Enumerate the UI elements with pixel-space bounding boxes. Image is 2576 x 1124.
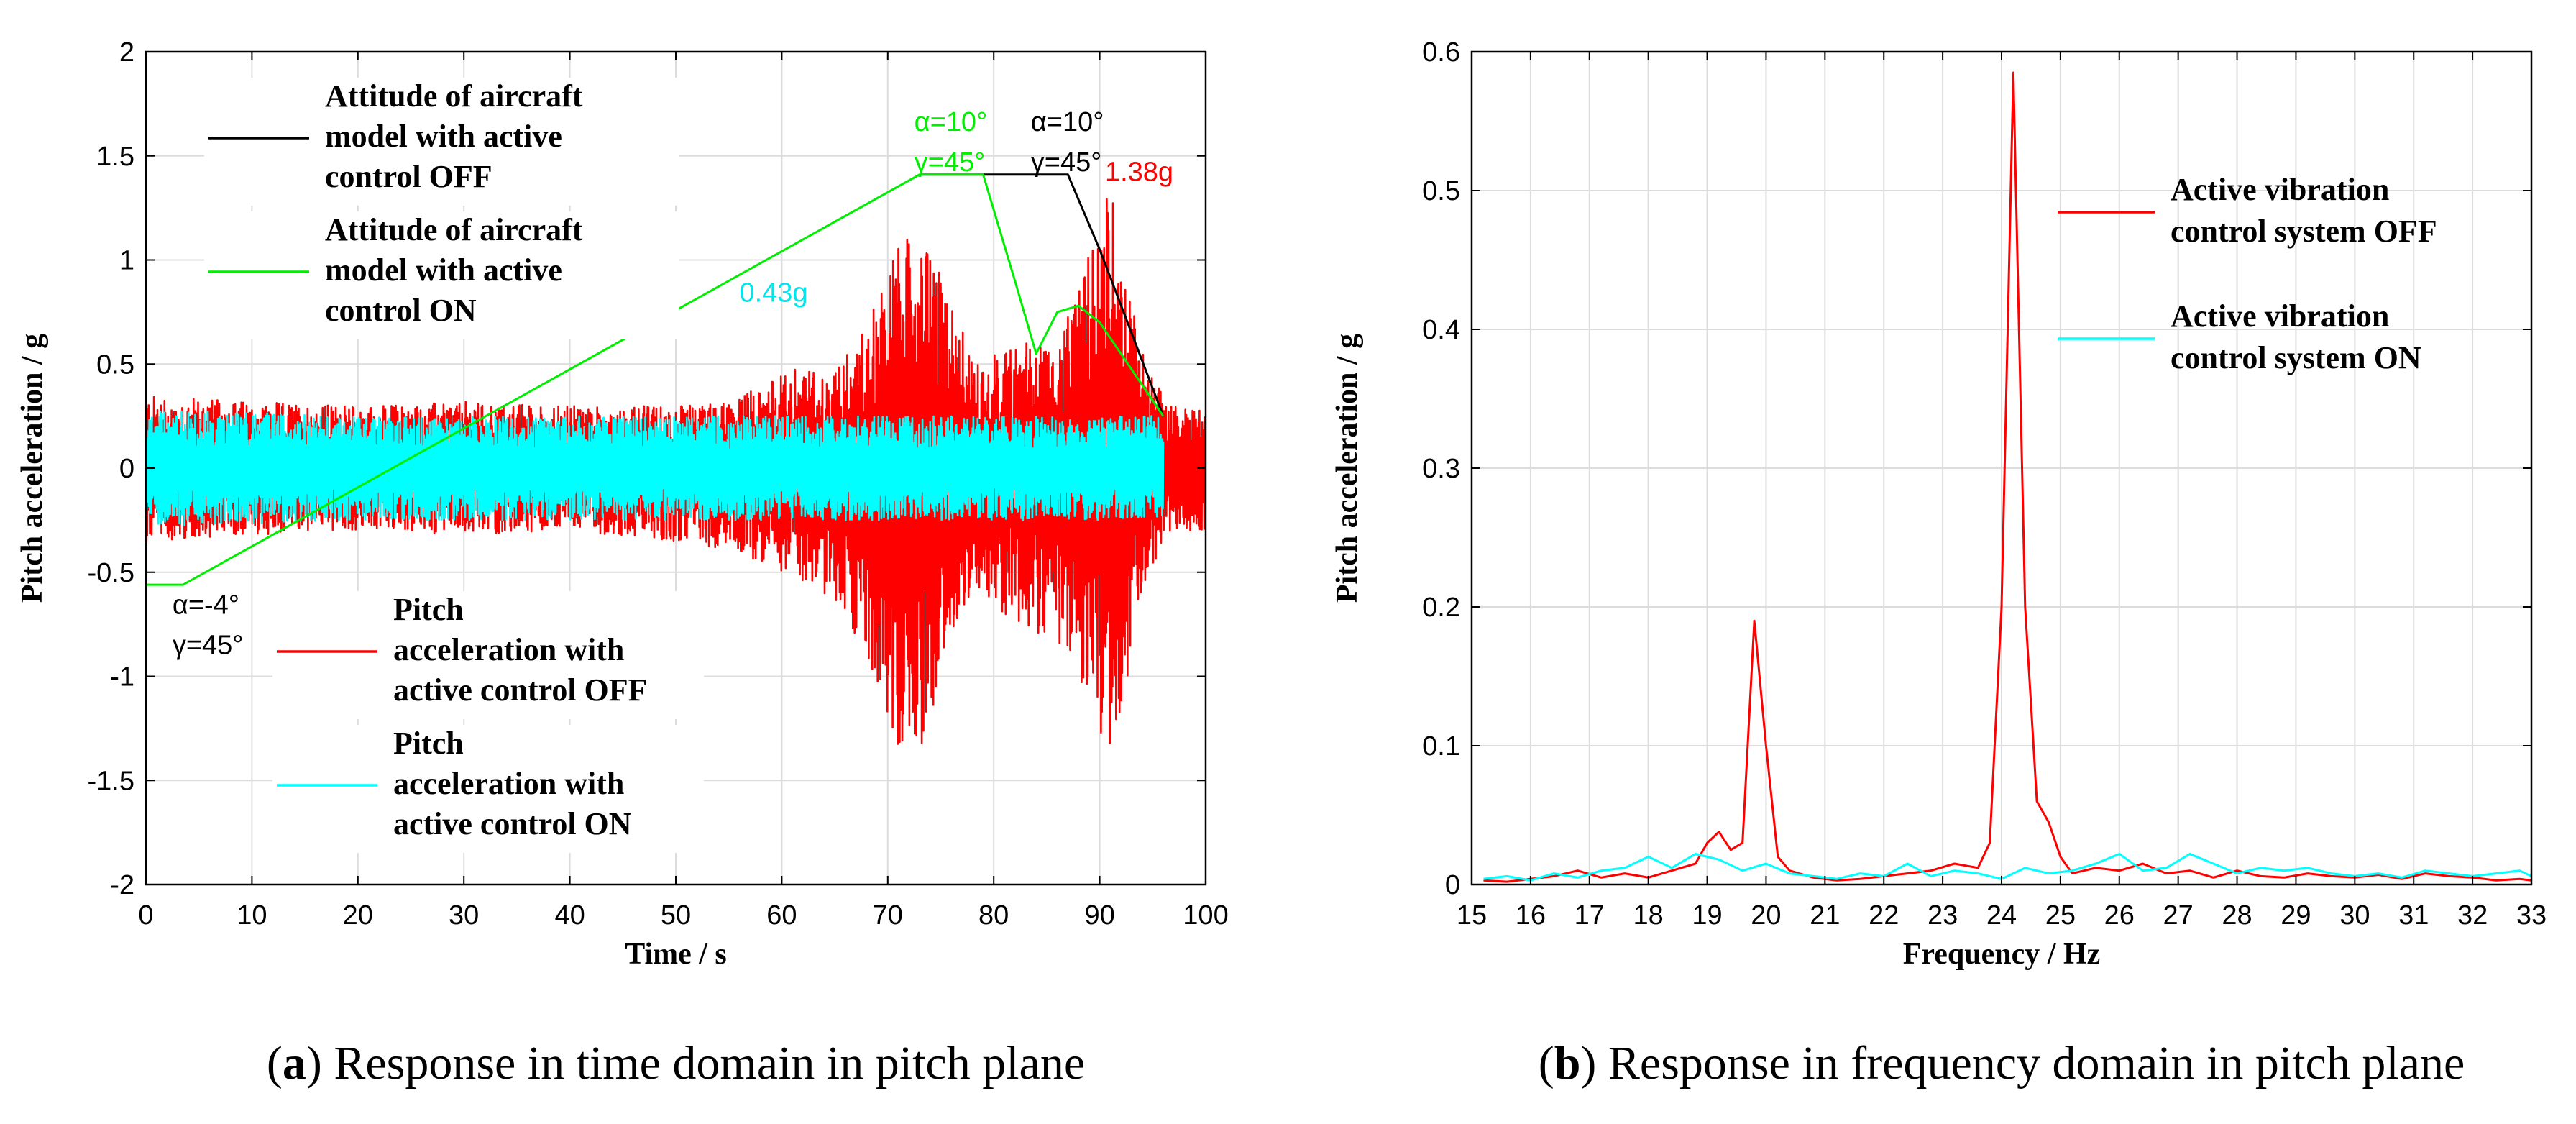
legend-background [272, 591, 704, 719]
legend-label: acceleration with [393, 766, 624, 801]
x-tick-label: 70 [873, 900, 903, 931]
series-line-3 [146, 173, 1165, 586]
annotation-label: 1.38g [1105, 157, 1173, 187]
annotation-label: γ=45° [915, 147, 986, 178]
panel-a-time-domain-chart: 0 10 20 30 40 50 60 70 80 90 100 2 1.5 1 0.5 0 -0.5 -1 -1.… [16, 37, 1229, 1089]
y-tick-label: -2 [110, 870, 134, 900]
series-line-1 [146, 411, 1165, 526]
series-layer [1483, 71, 2531, 883]
legend-label: active control OFF [393, 672, 648, 708]
x-tick-label: 10 [237, 900, 267, 931]
legend-label: Pitch [393, 726, 464, 761]
x-tick-label: 40 [554, 900, 585, 931]
x-axis-label: Frequency / Hz [1903, 938, 2101, 971]
y-tick-label: 0 [1445, 870, 1460, 900]
x-tick-label: 19 [1692, 900, 1722, 931]
y-tick-label: 0.6 [1422, 37, 1460, 68]
x-tick-label: 50 [661, 900, 691, 931]
x-tick-label: 29 [2281, 900, 2311, 931]
x-tick-label: 32 [2457, 900, 2488, 931]
annotation-label: α=10° [915, 107, 988, 137]
legend-label: Active vibration [2171, 172, 2389, 207]
x-tick-label: 27 [2163, 900, 2194, 931]
x-tick-label: 17 [1575, 900, 1605, 931]
caption-letter: a [283, 1037, 306, 1089]
x-tick-label: 60 [766, 900, 797, 931]
caption-paren: ) [1580, 1037, 1608, 1089]
x-tick-label: 31 [2398, 900, 2429, 931]
y-tick-label: 0.5 [1422, 176, 1460, 206]
x-tick-label: 100 [1183, 900, 1228, 931]
x-tick-label: 0 [138, 900, 153, 931]
caption-paren: ( [1539, 1037, 1554, 1089]
legend-label: Attitude of aircraft [325, 212, 583, 247]
y-axis-label: Pitch acceleration / g [16, 334, 49, 603]
y-axis-label: Pitch acceleration / g [1331, 334, 1364, 603]
legend-label: control ON [325, 293, 477, 328]
legend-label: model with active [325, 119, 562, 154]
annotation-label: α=-4° [173, 590, 239, 621]
panel-b-frequency-domain-chart: 15 16 17 18 19 20 21 22 23 24 25 26 27 28 29 30 31 32 33 0.… [1331, 37, 2547, 1089]
legend-label: control system ON [2171, 340, 2421, 375]
x-tick-label: 25 [2045, 900, 2076, 931]
legend-label: model with active [325, 252, 562, 288]
caption-text: Response in frequency domain in pitch pl… [1608, 1037, 2465, 1089]
legend-background [204, 211, 679, 339]
x-tick-label: 15 [1457, 900, 1487, 931]
caption-text: Response in time domain in pitch plane [334, 1037, 1085, 1089]
y-tick-label: 0.5 [96, 349, 134, 380]
legend-label: Attitude of aircraft [325, 78, 583, 114]
series-line-0 [146, 198, 1206, 745]
series-line-0 [1483, 71, 2531, 883]
x-tick-label: 20 [1751, 900, 1781, 931]
x-tick-label: 30 [449, 900, 479, 931]
x-tick-label: 16 [1516, 900, 1546, 931]
series-layer [146, 173, 1206, 745]
x-tick-label: 21 [1810, 900, 1840, 931]
figure-caption: (a) Response in time domain in pitch pla… [267, 1037, 1085, 1089]
y-tick-label: -1 [110, 662, 134, 693]
y-tick-label: -0.5 [88, 558, 134, 588]
x-tick-label: 80 [978, 900, 1009, 931]
annotation-label: 0.43g [739, 278, 807, 308]
caption-paren: ) [306, 1037, 334, 1089]
figure-caption: (b) Response in frequency domain in pitc… [1539, 1037, 2465, 1089]
annotation-label: γ=45° [173, 631, 244, 661]
legend-background [272, 725, 704, 853]
x-tick-label: 26 [2104, 900, 2135, 931]
y-tick-label: 1.5 [96, 142, 134, 172]
annotation-label: α=10° [1031, 107, 1104, 137]
x-tick-label: 18 [1633, 900, 1664, 931]
x-tick-label: 20 [343, 900, 373, 931]
y-tick-label: 0.2 [1422, 593, 1460, 623]
legend-label: control OFF [325, 159, 492, 194]
y-tick-label: 0.1 [1422, 731, 1460, 762]
y-tick-label: 0.3 [1422, 454, 1460, 484]
series-line-1 [1483, 853, 2531, 882]
x-tick-label: 28 [2222, 900, 2252, 931]
legend-label: Active vibration [2171, 298, 2389, 334]
y-tick-label: 2 [119, 37, 134, 68]
x-tick-label: 90 [1084, 900, 1114, 931]
y-tick-label: -1.5 [88, 766, 134, 796]
y-tick-label: 0 [119, 454, 134, 484]
y-tick-label: 0.4 [1422, 315, 1460, 345]
legend-label: active control ON [393, 806, 632, 841]
legend-label: acceleration with [393, 632, 624, 667]
x-tick-label: 30 [2339, 900, 2370, 931]
y-tick-label: 1 [119, 246, 134, 276]
x-tick-label: 23 [1928, 900, 1958, 931]
x-axis-label: Time / s [625, 938, 727, 971]
x-tick-label: 22 [1869, 900, 1899, 931]
legend-label: Pitch [393, 592, 464, 627]
caption-paren: ( [267, 1037, 283, 1089]
annotation-label: γ=45° [1031, 147, 1102, 178]
x-tick-label: 33 [2516, 900, 2547, 931]
legend-label: control system OFF [2171, 214, 2437, 249]
legend-background [204, 78, 679, 206]
x-tick-label: 24 [1986, 900, 2017, 931]
caption-letter: b [1554, 1037, 1581, 1089]
